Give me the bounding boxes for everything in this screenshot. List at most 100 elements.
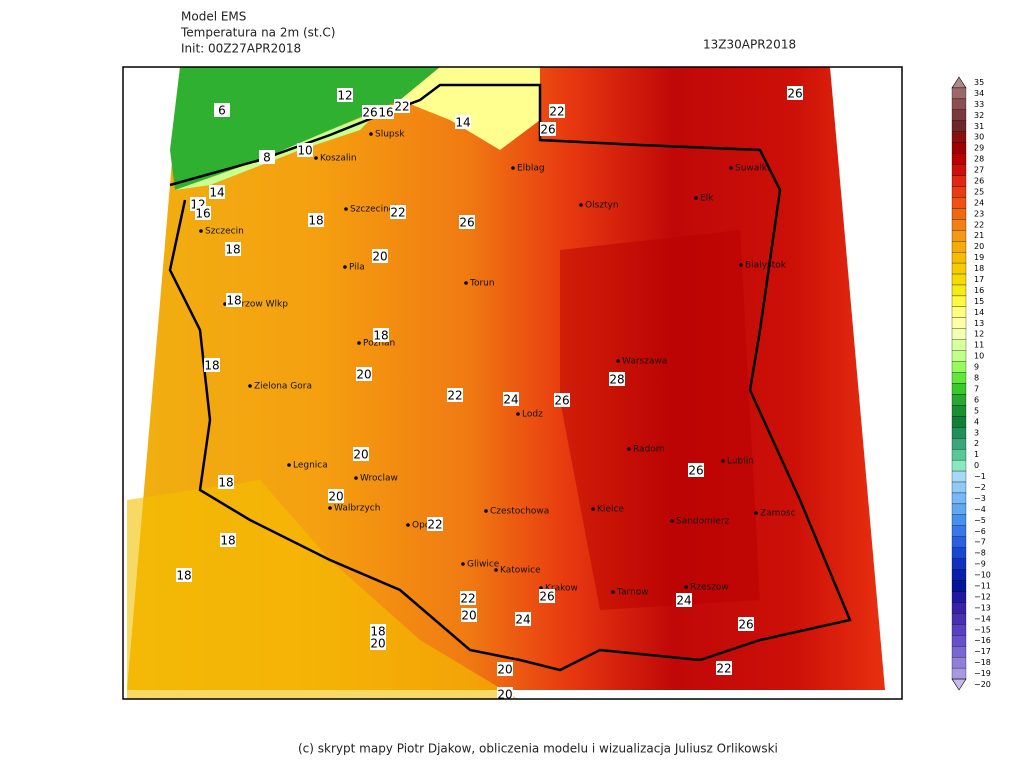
city-dot	[494, 568, 498, 572]
contour-label-box	[460, 591, 476, 605]
city-dot	[223, 302, 227, 306]
city-label: Tarnow	[616, 588, 649, 598]
city-label: Legnica	[293, 461, 328, 471]
footer: (c) skrypt mapy Piotr Djakow, obliczenia…	[298, 742, 778, 756]
contour-label-box	[427, 517, 443, 531]
contour-label: 18	[225, 243, 240, 257]
city-dot	[670, 519, 674, 523]
contour-label: 26	[787, 87, 802, 101]
colorbar-cell	[951, 317, 967, 329]
city-label: Pila	[349, 263, 365, 273]
colorbar-label: −18	[974, 658, 991, 667]
city-dot	[511, 166, 515, 170]
contour-label: 22	[427, 518, 442, 532]
city-label: Zielona Gora	[254, 382, 312, 392]
city-dot	[248, 384, 252, 388]
colorbar-label: 9	[974, 363, 979, 372]
colorbar-label: 17	[974, 275, 984, 284]
colorbar-label: 27	[974, 166, 984, 175]
city-dot	[684, 585, 688, 589]
city-label: Lodz	[522, 410, 543, 420]
colorbar-cell	[951, 427, 967, 439]
contour-label-box	[370, 636, 386, 650]
colorbar-label: 18	[974, 264, 984, 273]
contour-label-box	[259, 150, 275, 164]
contour-label-box	[195, 206, 211, 220]
contour-label: 24	[515, 613, 530, 627]
colorbar-label: 13	[974, 319, 984, 328]
contour-label-box	[328, 489, 344, 503]
contour-label: 20	[372, 250, 387, 264]
contour-label: 12	[337, 89, 352, 103]
cities: Slupsk Koszalin Elblag Olsztyn Suwalki Elk Szc…	[199, 130, 796, 598]
contour-label-box	[540, 122, 556, 136]
city-label: Elblag	[517, 164, 545, 174]
city-label: Opole	[412, 521, 439, 531]
contour-label-box	[297, 143, 313, 157]
city-label: Bialystok	[745, 261, 787, 271]
colorbar-label: 12	[974, 330, 984, 339]
contour-label: 22	[460, 592, 475, 606]
colorbar-cell	[951, 459, 967, 472]
colorbar-label: 20	[974, 242, 984, 251]
header-valid: 13Z30APR2018	[703, 38, 796, 52]
colorbar-cell	[951, 449, 967, 461]
colorbar-cell	[951, 120, 967, 132]
colorbar-label: 26	[974, 176, 984, 185]
city-label: Katowice	[500, 566, 541, 576]
colorbar-cell	[951, 284, 967, 297]
colorbar-cell	[951, 131, 967, 143]
contour-label: 14	[455, 116, 470, 130]
city-label: Walbrzych	[334, 504, 380, 514]
city-dot	[287, 463, 291, 467]
contour-label: 20	[370, 637, 385, 651]
colorbar-label: −7	[974, 538, 986, 547]
colorbar-cell	[951, 175, 967, 187]
colorbar-cell	[951, 350, 967, 362]
city-label: Warszawa	[622, 357, 667, 367]
colorbar-cell	[951, 87, 967, 100]
city-dot	[406, 523, 410, 527]
contour-label: 18	[373, 329, 388, 343]
city-label: Poznan	[363, 339, 395, 349]
city-label: Suwalki	[735, 164, 770, 174]
city-label: Slupsk	[375, 130, 405, 140]
contour-label: 18	[176, 569, 191, 583]
contour-label-box	[459, 215, 475, 229]
contour-label: 26	[540, 123, 555, 137]
contour-label: 20	[497, 663, 512, 677]
contour-label: 14	[209, 186, 224, 200]
city-dot	[694, 196, 698, 200]
contour-label-box	[447, 388, 463, 402]
colorbar-label: −10	[974, 571, 991, 580]
colorbar-label: 5	[974, 406, 979, 415]
city-label: Sandomierz	[676, 517, 730, 527]
city-dot	[343, 265, 347, 269]
city-label: Wroclaw	[360, 474, 398, 484]
contour-label: 22	[447, 389, 462, 403]
city-dot	[354, 476, 358, 480]
colorbar-label: 3	[974, 428, 979, 437]
contour-label-box	[497, 687, 513, 701]
colorbar-label: −4	[974, 505, 986, 514]
sea-cold	[170, 67, 440, 190]
contour-label: 10	[297, 144, 312, 158]
city-label: Szczecin	[205, 227, 244, 237]
colorbar-cell	[951, 503, 967, 516]
map-frame	[122, 66, 903, 700]
contour-label: 16	[378, 106, 393, 120]
city-dot	[627, 447, 631, 451]
colorbar-cell	[951, 470, 967, 483]
city-label: Radom	[633, 445, 665, 455]
colorbar-cell	[951, 492, 967, 505]
colorbar-cell	[951, 372, 967, 384]
city-dot	[539, 586, 543, 590]
contour-label-box	[226, 293, 242, 307]
contour-label: 28	[609, 373, 624, 387]
colorbar-label: −1	[974, 472, 986, 481]
colorbar-cell	[951, 328, 967, 340]
city-label: Olsztyn	[585, 201, 619, 211]
colorbar-cell	[951, 394, 967, 406]
contour-label-box	[787, 86, 803, 100]
